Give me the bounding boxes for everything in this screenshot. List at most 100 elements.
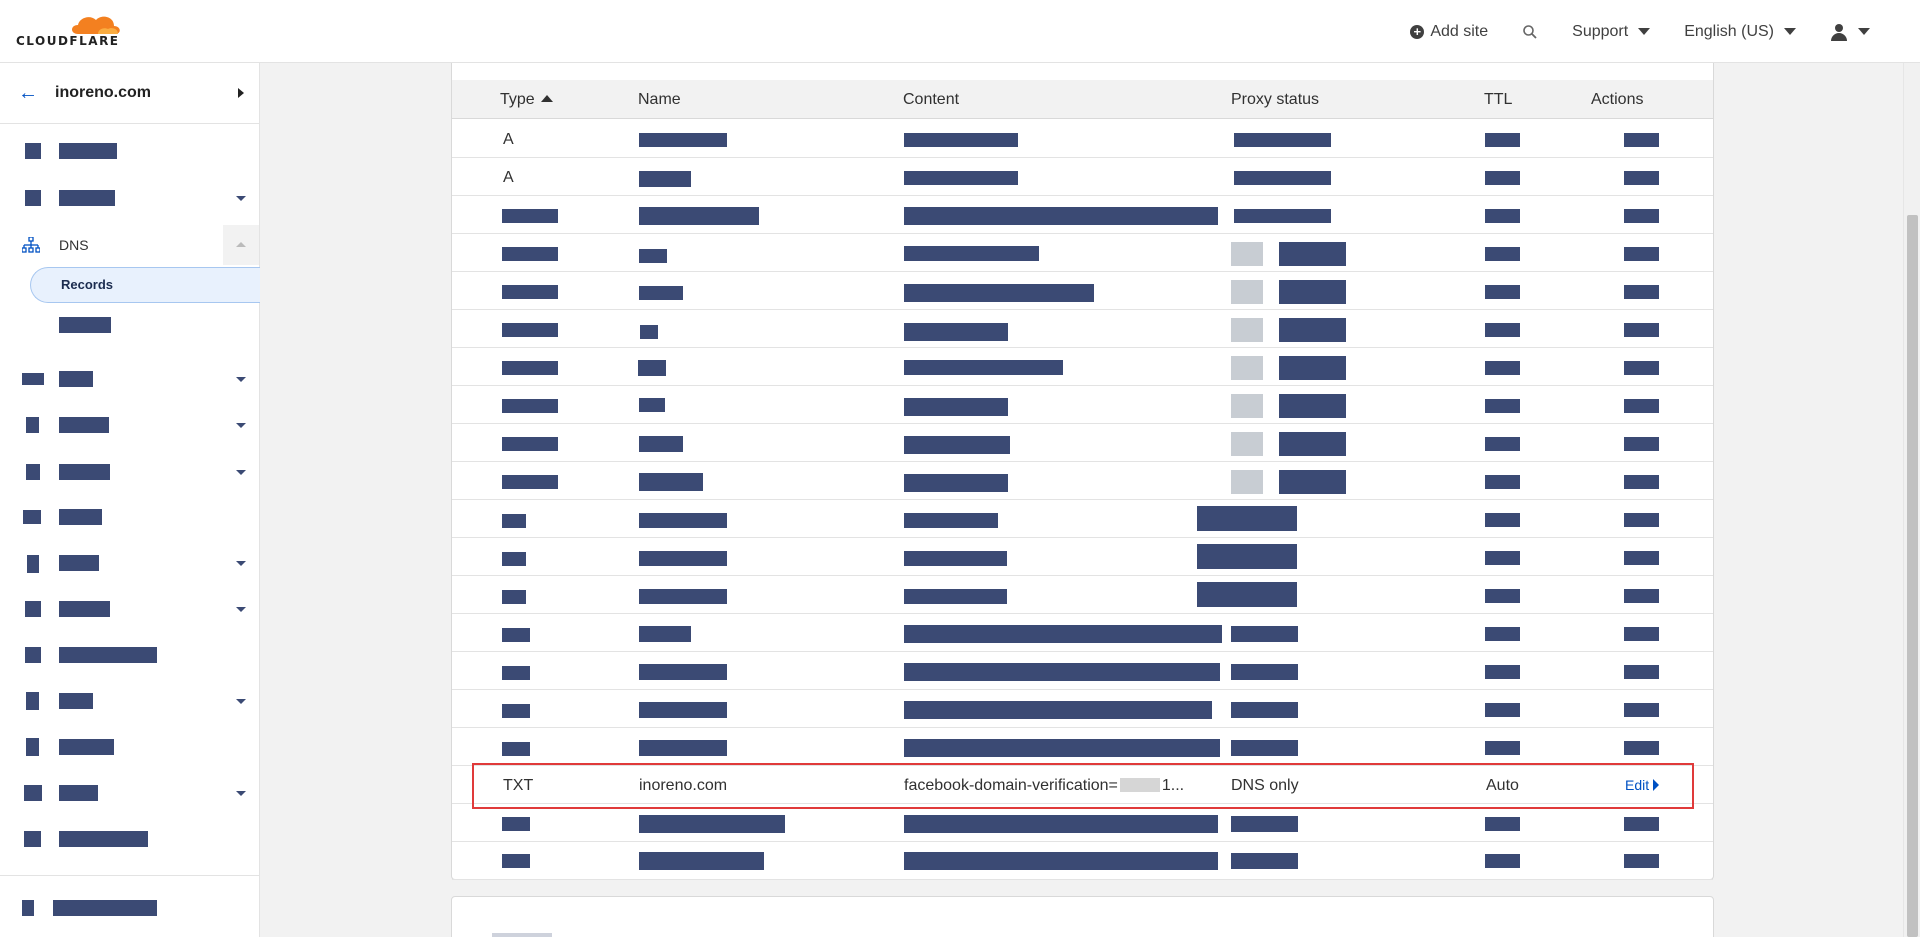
proxy-toggle[interactable]	[1231, 280, 1263, 304]
redacted-action[interactable]	[1624, 551, 1659, 565]
proxy-toggle[interactable]	[1231, 242, 1263, 266]
proxy-toggle[interactable]	[1231, 394, 1263, 418]
table-row	[452, 538, 1713, 576]
redacted-action[interactable]	[1624, 171, 1659, 185]
section-heading-peek	[492, 933, 552, 937]
redacted-action[interactable]	[1624, 627, 1659, 641]
redacted-type	[502, 285, 558, 299]
redacted-content	[904, 323, 1008, 341]
redacted-ttl	[1485, 817, 1520, 831]
redacted-content	[904, 207, 1218, 225]
redacted-action[interactable]	[1624, 741, 1659, 755]
redacted-action[interactable]	[1624, 437, 1659, 451]
search-button[interactable]	[1522, 24, 1538, 40]
sidebar-item[interactable]	[0, 681, 259, 721]
redacted-action[interactable]	[1624, 399, 1659, 413]
redacted-label	[59, 739, 114, 755]
redacted-action[interactable]	[1624, 817, 1659, 831]
redacted-label	[53, 900, 157, 916]
redacted-ttl	[1485, 285, 1520, 299]
redacted-proxy-status	[1197, 544, 1297, 569]
redacted-ttl	[1485, 323, 1520, 337]
sidebar-item[interactable]	[0, 819, 259, 859]
language-menu[interactable]: English (US)	[1684, 23, 1796, 41]
column-header-name[interactable]: Name	[638, 91, 681, 108]
proxy-toggle[interactable]	[1231, 318, 1263, 342]
nav-icon	[24, 831, 41, 847]
sidebar-item[interactable]	[0, 452, 259, 492]
user-icon	[1830, 23, 1848, 41]
add-site-button[interactable]: + Add site	[1410, 23, 1488, 41]
sidebar-subitem[interactable]	[0, 305, 259, 345]
redacted-label	[59, 785, 98, 801]
scrollbar-thumb[interactable]	[1907, 215, 1918, 937]
domain-selector[interactable]: ← inoreno.com	[0, 63, 259, 124]
redacted-name	[639, 398, 665, 412]
table-row	[452, 234, 1713, 272]
collapse-toggle[interactable]	[223, 225, 259, 265]
redacted-action[interactable]	[1624, 133, 1659, 147]
column-header-type[interactable]: Type	[500, 91, 553, 109]
redacted-action[interactable]	[1624, 703, 1659, 717]
proxy-toggle[interactable]	[1231, 470, 1263, 494]
column-header-content[interactable]: Content	[903, 91, 960, 108]
top-bar: CLOUDFLARE + Add site Support English (U…	[0, 0, 1920, 63]
nav-icon	[25, 647, 41, 663]
table-row	[452, 728, 1713, 766]
record-content: facebook-domain-verification= 1...	[904, 777, 1185, 794]
sidebar-item-dns[interactable]: DNS	[0, 225, 259, 265]
redacted-label	[59, 417, 109, 433]
redacted-action[interactable]	[1624, 665, 1659, 679]
nav-icon	[22, 900, 34, 916]
sidebar-item[interactable]	[0, 178, 259, 218]
redacted-action[interactable]	[1624, 475, 1659, 489]
support-menu[interactable]: Support	[1572, 23, 1651, 41]
redacted-action[interactable]	[1624, 323, 1659, 337]
proxy-toggle[interactable]	[1231, 356, 1263, 380]
redacted-action[interactable]	[1624, 285, 1659, 299]
redacted-label	[59, 143, 117, 159]
redacted-action[interactable]	[1624, 854, 1659, 868]
chevron-down-icon	[236, 377, 246, 382]
redacted-proxy-status	[1231, 664, 1298, 680]
sidebar-item[interactable]	[0, 589, 259, 629]
redacted-action[interactable]	[1624, 209, 1659, 223]
table-row-txt-record[interactable]: TXT inoreno.com facebook-domain-verifica…	[452, 766, 1713, 804]
sidebar-item[interactable]	[0, 131, 259, 171]
redacted-content	[904, 589, 1007, 604]
proxy-toggle[interactable]	[1231, 432, 1263, 456]
sidebar-item[interactable]	[0, 727, 259, 767]
redacted-action[interactable]	[1624, 247, 1659, 261]
redacted-action[interactable]	[1624, 589, 1659, 603]
redacted-content	[904, 815, 1218, 833]
user-menu[interactable]	[1830, 23, 1870, 41]
sidebar-item[interactable]	[0, 405, 259, 445]
sidebar-item[interactable]	[0, 773, 259, 813]
redacted-proxy-status	[1279, 356, 1346, 380]
page-scrollbar[interactable]	[1903, 63, 1920, 937]
sidebar-item[interactable]	[0, 497, 259, 537]
redacted-label	[59, 555, 99, 571]
cloudflare-logo[interactable]: CLOUDFLARE	[16, 12, 128, 50]
redacted-proxy-status	[1234, 133, 1331, 147]
column-header-ttl[interactable]: TTL	[1484, 91, 1513, 108]
back-arrow-icon[interactable]: ←	[18, 82, 38, 104]
redacted-ttl	[1485, 133, 1520, 147]
sidebar-item[interactable]	[0, 888, 259, 928]
sidebar: ← inoreno.com DNS Records	[0, 63, 260, 937]
redacted-action[interactable]	[1624, 513, 1659, 527]
record-type: A	[503, 169, 514, 186]
redacted-ttl	[1485, 741, 1520, 755]
sidebar-item[interactable]	[0, 359, 259, 399]
redacted-action[interactable]	[1624, 361, 1659, 375]
redacted-content	[904, 551, 1007, 566]
table-row	[452, 348, 1713, 386]
redacted-name	[639, 626, 691, 642]
sidebar-item[interactable]	[0, 635, 259, 675]
redacted-type	[502, 323, 558, 337]
redacted-content	[904, 701, 1212, 719]
nav-icon	[25, 143, 41, 159]
sidebar-item-records[interactable]: Records	[30, 267, 260, 303]
edit-button[interactable]: Edit	[1625, 777, 1660, 793]
sidebar-item[interactable]	[0, 543, 259, 583]
